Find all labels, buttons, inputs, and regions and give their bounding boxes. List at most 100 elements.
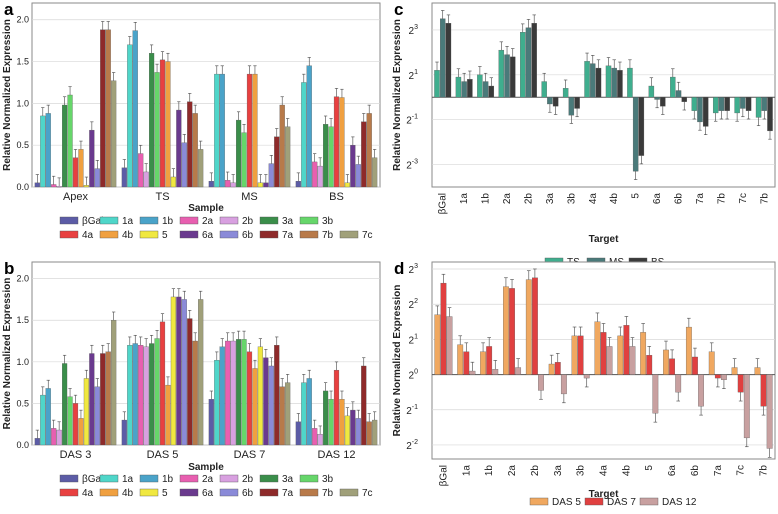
x-tick-label: 3b <box>576 465 587 477</box>
y-tick-label: 23 <box>409 24 419 37</box>
bar <box>236 119 242 188</box>
bar <box>143 171 149 188</box>
bar <box>568 97 575 116</box>
bar <box>646 355 653 375</box>
bar <box>560 374 567 395</box>
legend-label: 3b <box>322 216 334 227</box>
bar <box>766 374 773 449</box>
bar <box>312 161 318 188</box>
bar <box>127 345 133 446</box>
bar <box>263 357 269 446</box>
legend-label: 2a <box>202 216 214 227</box>
legend-swatch <box>179 488 199 497</box>
bar <box>552 97 559 107</box>
bar <box>734 97 740 114</box>
panel-label: d <box>394 259 404 278</box>
bar <box>56 429 62 446</box>
bar <box>306 65 312 188</box>
legend-swatch <box>139 230 159 239</box>
x-tick-label: DAS 5 <box>147 449 179 461</box>
bar <box>230 182 236 188</box>
bar <box>434 314 441 375</box>
legend-swatch <box>584 497 604 506</box>
bar <box>192 113 198 188</box>
bar <box>594 321 601 375</box>
bar <box>165 384 171 446</box>
bar <box>181 142 187 188</box>
x-tick-label: βGal <box>438 193 449 214</box>
bar <box>100 353 106 446</box>
bar <box>590 63 596 98</box>
bar <box>361 121 367 188</box>
bar <box>170 176 176 188</box>
x-tick-label: 2b <box>530 465 541 477</box>
bar <box>731 367 738 375</box>
bar <box>488 85 495 98</box>
legend-swatch <box>99 230 119 239</box>
bar <box>434 70 440 98</box>
y-tick-label: 22 <box>409 298 419 311</box>
bar <box>754 367 761 375</box>
y-tick-exponent: -1 <box>412 404 418 411</box>
bar <box>740 97 746 109</box>
legend-label: 4a <box>82 488 94 499</box>
legend-label: DAS 7 <box>607 497 636 508</box>
bar <box>492 369 499 375</box>
bar <box>83 378 89 446</box>
bar <box>78 418 84 446</box>
bar <box>274 345 280 446</box>
bar <box>45 113 51 188</box>
bar <box>440 18 446 98</box>
bar <box>165 61 171 188</box>
bar <box>257 182 263 188</box>
bar <box>121 167 127 188</box>
legend-label: 3b <box>322 474 334 485</box>
bar <box>698 374 704 407</box>
y-tick-exponent: 1 <box>414 69 418 76</box>
legend-swatch <box>139 216 159 225</box>
x-tick-label: 7b <box>716 193 727 205</box>
y-tick-label: 21 <box>409 333 419 346</box>
bar <box>627 67 633 98</box>
x-axis-title: Sample <box>188 203 224 214</box>
x-tick-label: 4a <box>599 465 610 477</box>
y-tick-exponent: -1 <box>412 114 418 121</box>
y-tick-label: 1.5 <box>16 315 29 325</box>
bar <box>317 165 323 188</box>
bar <box>230 340 236 446</box>
x-tick-label: 7b <box>759 465 770 477</box>
bar <box>486 346 493 375</box>
bar <box>640 332 647 375</box>
bar <box>241 132 247 188</box>
y-axis-title: Relative Normalized Expression <box>2 19 13 171</box>
x-tick-label: 5 <box>631 193 642 199</box>
legend-swatch <box>299 488 319 497</box>
bar <box>323 390 329 446</box>
legend-label: 2a <box>202 474 214 485</box>
bar <box>480 351 486 375</box>
bar <box>632 97 639 172</box>
bar <box>225 180 231 188</box>
y-tick-exponent: 0 <box>414 369 418 376</box>
legend-label: 4a <box>82 230 94 241</box>
bar <box>295 180 301 188</box>
bar <box>547 97 553 105</box>
x-tick-label: 1b <box>484 465 495 477</box>
bar <box>72 157 79 188</box>
bar <box>181 299 187 446</box>
bar <box>743 374 750 439</box>
legend-label: 2b <box>242 216 254 227</box>
bar <box>691 97 697 111</box>
bar <box>350 145 356 188</box>
y-axis-title: Relative Normalized Expression <box>392 19 403 171</box>
bar <box>198 149 204 188</box>
legend-swatch <box>219 230 239 239</box>
bar <box>268 365 274 446</box>
bar <box>648 85 655 98</box>
bar <box>355 418 361 446</box>
bar <box>187 101 193 188</box>
x-axis-title: Sample <box>188 462 224 473</box>
x-tick-label: DAS 7 <box>234 449 266 461</box>
bar <box>595 67 602 98</box>
bar <box>548 363 555 375</box>
